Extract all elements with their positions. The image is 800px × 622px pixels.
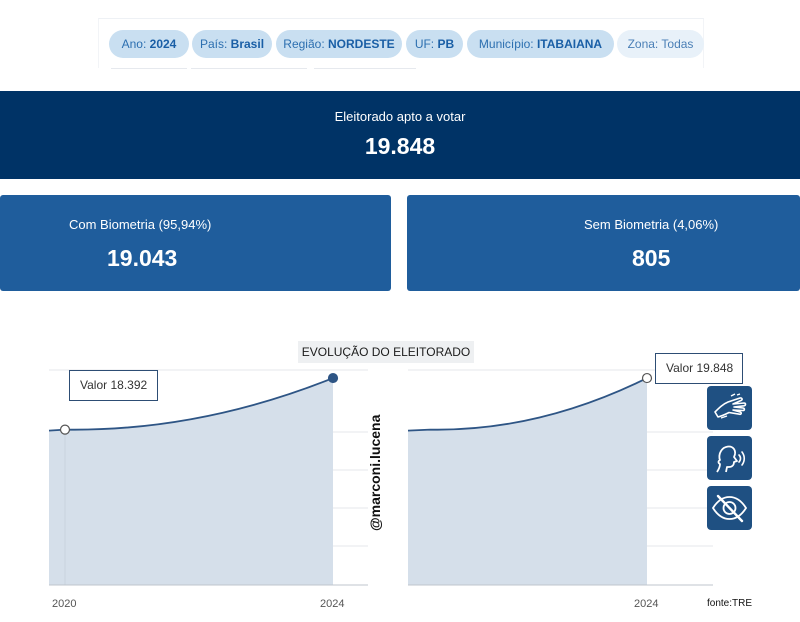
with-biometrics-card: Com Biometria (95,94%) 19.043	[0, 195, 391, 291]
without-biometrics-value: 805	[632, 245, 671, 271]
filter-chip-pais[interactable]: País: Brasil	[192, 30, 272, 58]
value-tooltip: Valor 19.848	[655, 353, 743, 384]
divider	[191, 68, 307, 69]
filter-label: Ano:	[121, 37, 147, 51]
divider	[314, 68, 416, 69]
without-biometrics-label: Sem Biometria (4,06%)	[584, 217, 719, 232]
filter-label: País:	[199, 37, 228, 51]
filter-bar: Ano: 2024 País: Brasil Região: NORDESTE …	[98, 18, 704, 69]
tooltip-label: Valor	[80, 378, 108, 392]
without-biometrics-card: Sem Biometria (4,06%) 805	[407, 195, 800, 291]
value-tooltip: Valor 18.392	[69, 370, 158, 401]
filter-value: PB	[437, 37, 455, 51]
contrast-toggle-button[interactable]	[707, 486, 752, 530]
data-point-2024[interactable]	[641, 372, 653, 384]
filter-value: ITABAIANA	[536, 37, 603, 51]
chart-title: EVOLUÇÃO DO ELEITORADO	[298, 341, 474, 363]
data-points	[59, 372, 653, 585]
source-note: fonte:TRE	[707, 598, 753, 609]
filter-chip-municipio[interactable]: Município: ITABAIANA	[467, 30, 614, 58]
series-area	[49, 378, 333, 585]
filter-chip-regiao[interactable]: Região: NORDESTE	[276, 30, 402, 58]
series-line	[48, 377, 334, 432]
evolution-chart	[48, 369, 713, 586]
series-area	[408, 378, 647, 585]
audio-description-icon	[716, 445, 746, 473]
total-voters-value: 19.848	[364, 133, 436, 159]
series-line	[407, 377, 648, 432]
tooltip-value: 19.848	[696, 361, 734, 375]
data-point-2024[interactable]	[327, 372, 339, 384]
filter-chip-ano[interactable]: Ano: 2024	[109, 30, 189, 58]
audio-description-button[interactable]	[707, 436, 752, 480]
filter-value: Todas	[661, 37, 694, 51]
tooltip-label: Valor	[666, 361, 694, 375]
watermark: @marconi.lucena	[367, 414, 383, 531]
with-biometrics-value: 19.043	[107, 245, 178, 271]
filter-chip-zona[interactable]: Zona: Todas	[617, 30, 704, 58]
filter-label: UF:	[414, 37, 435, 51]
sign-language-icon	[714, 393, 747, 419]
with-biometrics-label: Com Biometria (95,94%)	[69, 217, 212, 232]
x-tick-label: 2024	[634, 598, 659, 610]
tooltip-value: 18.392	[110, 378, 148, 392]
data-point-2020[interactable]	[59, 424, 71, 435]
filter-value: 2024	[149, 37, 177, 51]
filter-value: Brasil	[230, 37, 265, 51]
filter-label: Zona:	[627, 37, 659, 51]
sign-language-button[interactable]	[707, 386, 752, 430]
eye-slash-icon	[711, 494, 748, 523]
x-tick-label: 2024	[320, 598, 345, 610]
filter-chip-uf[interactable]: UF: PB	[406, 30, 463, 58]
total-voters-banner: Eleitorado apto a votar 19.848	[0, 91, 800, 179]
filter-label: Município:	[478, 37, 534, 51]
total-voters-label: Eleitorado apto a votar	[334, 109, 466, 124]
x-tick-label: 2020	[52, 598, 77, 610]
filter-label: Região:	[283, 37, 325, 51]
filter-value: NORDESTE	[328, 37, 395, 51]
divider	[111, 68, 187, 69]
